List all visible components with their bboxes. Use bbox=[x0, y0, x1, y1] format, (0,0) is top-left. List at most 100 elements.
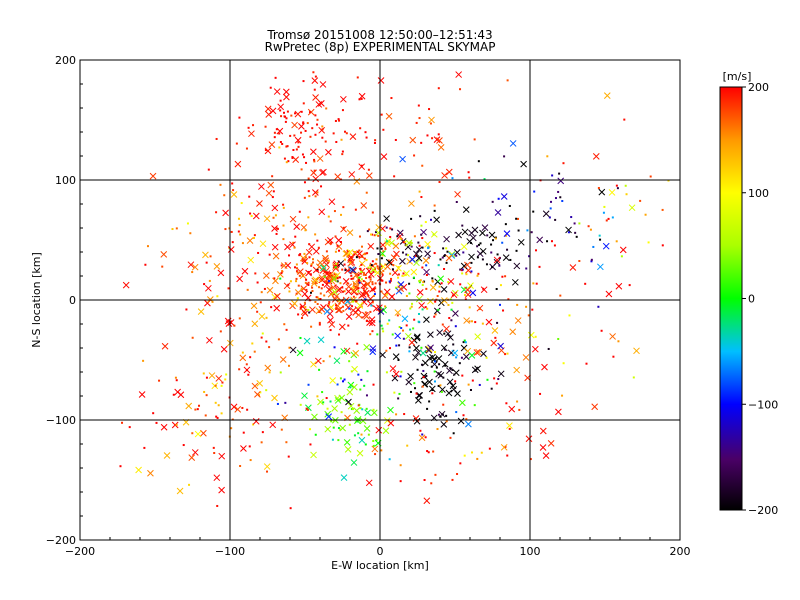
colorbar-tick-label: 100 bbox=[748, 187, 769, 200]
data-point-cross bbox=[161, 342, 169, 350]
data-point-dot bbox=[334, 250, 337, 253]
data-point-cross bbox=[366, 319, 373, 327]
data-point-dot bbox=[296, 271, 299, 274]
data-point-dot bbox=[335, 140, 338, 143]
data-point-dot bbox=[351, 305, 354, 308]
data-point-cross bbox=[291, 121, 298, 129]
data-point-dot bbox=[494, 237, 497, 240]
data-point-cross bbox=[464, 286, 471, 294]
data-point-dot bbox=[404, 241, 407, 244]
data-point-dot bbox=[216, 295, 219, 298]
data-point-dot bbox=[322, 265, 325, 268]
data-point-dot bbox=[428, 400, 431, 403]
data-point-dot bbox=[459, 268, 462, 271]
data-point-cross bbox=[264, 105, 272, 113]
data-point-dot bbox=[335, 304, 338, 307]
data-point-cross bbox=[513, 262, 521, 270]
data-point-cross bbox=[323, 281, 331, 288]
data-point-dot bbox=[152, 412, 155, 415]
data-point-cross bbox=[383, 288, 391, 296]
chart-subtitle: RwPretec (8p) EXPERIMENTAL SKYMAP bbox=[265, 40, 496, 54]
data-point-dot bbox=[364, 273, 367, 276]
data-point-dot bbox=[412, 327, 415, 330]
data-point-dot bbox=[357, 280, 360, 283]
data-point-dot bbox=[249, 212, 252, 215]
data-point-cross bbox=[213, 474, 221, 482]
data-point-dot bbox=[480, 451, 483, 454]
data-point-dot bbox=[464, 298, 467, 301]
data-point-dot bbox=[462, 341, 465, 344]
data-point-cross bbox=[433, 216, 440, 224]
data-point-dot bbox=[274, 76, 277, 79]
data-point-cross bbox=[416, 392, 424, 399]
data-point-dot bbox=[478, 383, 481, 386]
data-point-dot bbox=[400, 327, 403, 330]
data-point-dot bbox=[342, 206, 345, 209]
data-point-dot bbox=[486, 234, 489, 237]
data-point-dot bbox=[189, 232, 192, 235]
data-point-cross bbox=[408, 339, 416, 346]
data-point-dot bbox=[205, 394, 208, 397]
data-point-dot bbox=[261, 332, 264, 335]
data-point-cross bbox=[488, 231, 496, 239]
data-point-cross bbox=[445, 389, 453, 397]
data-point-cross bbox=[405, 239, 413, 247]
data-point-cross bbox=[423, 316, 430, 323]
data-point-cross bbox=[424, 250, 431, 258]
data-point-dot bbox=[273, 277, 276, 280]
data-point-dot bbox=[504, 234, 507, 237]
data-point-dot bbox=[182, 444, 185, 447]
data-point-dot bbox=[359, 388, 362, 391]
data-point-dot bbox=[649, 175, 652, 178]
data-point-dot bbox=[600, 329, 603, 332]
data-point-cross bbox=[352, 349, 360, 357]
data-point-cross bbox=[360, 281, 368, 289]
data-point-cross bbox=[177, 391, 185, 399]
data-point-dot bbox=[370, 233, 373, 236]
colorbar-ticks: −200 −100 0 100 200 bbox=[742, 81, 778, 517]
data-point-cross bbox=[218, 452, 226, 460]
data-point-dot bbox=[239, 233, 242, 236]
data-point-dot bbox=[327, 304, 330, 307]
data-point-cross bbox=[463, 317, 470, 324]
data-point-dot bbox=[279, 109, 282, 112]
data-point-dot bbox=[433, 252, 436, 255]
data-point-dot bbox=[336, 280, 339, 283]
data-point-dot bbox=[276, 402, 279, 405]
data-point-dot bbox=[155, 421, 158, 424]
data-point-cross bbox=[301, 392, 308, 400]
data-point-cross bbox=[269, 421, 277, 429]
data-point-cross bbox=[352, 280, 359, 288]
data-point-dot bbox=[265, 316, 268, 319]
data-point-dot bbox=[279, 277, 282, 280]
data-point-dot bbox=[216, 416, 219, 419]
data-point-cross bbox=[347, 381, 355, 389]
data-point-dot bbox=[463, 339, 466, 342]
data-point-cross bbox=[395, 264, 402, 272]
data-point-cross bbox=[333, 357, 341, 365]
data-point-dot bbox=[451, 368, 454, 371]
data-point-cross bbox=[273, 304, 281, 312]
data-point-dot bbox=[343, 290, 346, 293]
data-point-dot bbox=[547, 347, 550, 350]
data-point-cross bbox=[441, 172, 448, 179]
data-point-cross bbox=[536, 236, 544, 244]
data-point-dot bbox=[389, 347, 392, 350]
data-point-dot bbox=[360, 305, 363, 308]
data-point-dot bbox=[312, 261, 315, 264]
data-point-dot bbox=[256, 310, 259, 313]
data-point-cross bbox=[264, 364, 272, 372]
data-point-cross bbox=[628, 204, 636, 212]
data-point-dot bbox=[369, 333, 372, 336]
data-point-dot bbox=[442, 247, 445, 250]
data-point-cross bbox=[615, 282, 623, 290]
colorbar bbox=[719, 86, 743, 511]
data-point-cross bbox=[331, 288, 339, 296]
data-point-dot bbox=[471, 320, 474, 323]
data-point-dot bbox=[224, 378, 227, 381]
data-point-dot bbox=[370, 289, 373, 292]
data-point-dot bbox=[343, 263, 346, 266]
data-point-dot bbox=[384, 247, 387, 250]
data-point-dot bbox=[329, 241, 332, 244]
data-point-cross bbox=[440, 421, 448, 428]
